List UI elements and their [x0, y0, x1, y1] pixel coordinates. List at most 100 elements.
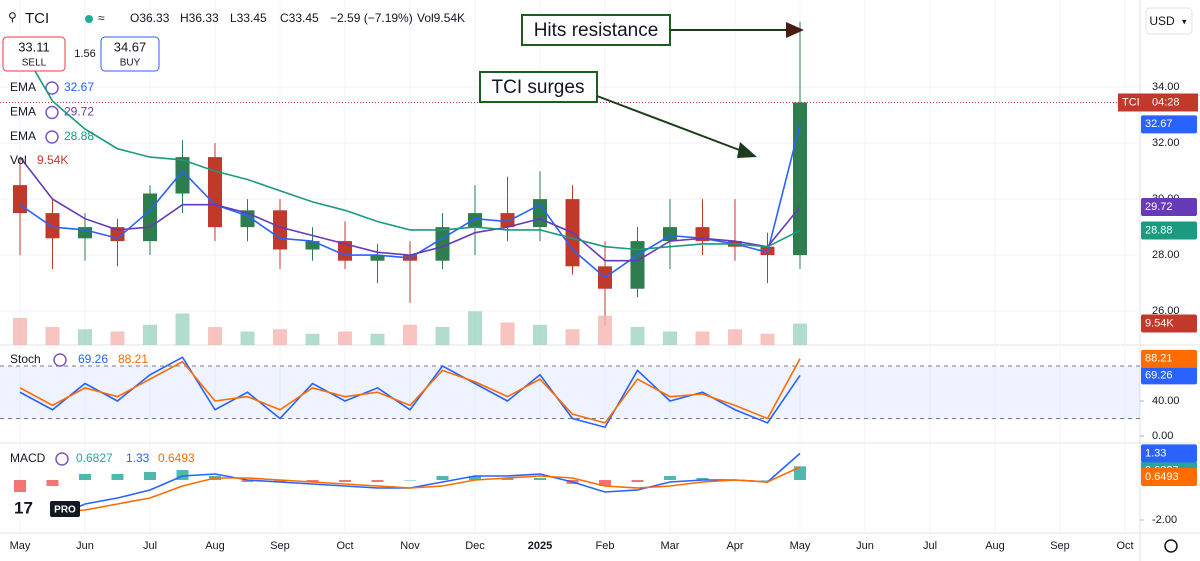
x-tick-label: Apr: [726, 540, 743, 552]
volume-bar: [208, 327, 222, 345]
annotation-box: [479, 71, 598, 103]
legend-name: MACD: [10, 451, 46, 465]
countdown-tag: [1118, 93, 1198, 112]
status-dot: [85, 15, 93, 23]
annotation: Hits resistance: [534, 20, 659, 41]
currency-button[interactable]: [1145, 7, 1193, 35]
histogram-bar: [501, 478, 514, 480]
ema-line: [19, 156, 801, 262]
countdown-symbol: TCI: [1122, 96, 1140, 108]
legend-value: 69.26: [78, 352, 108, 366]
volume-bar: [370, 333, 385, 345]
candle-body: [78, 227, 92, 239]
wave-icon: ≈: [98, 11, 105, 25]
x-tick-label: Jun: [856, 540, 874, 552]
candle-body: [305, 241, 320, 250]
volume-bar: [663, 331, 677, 345]
volume-bar: [793, 323, 807, 345]
candle-body: [273, 210, 287, 250]
histogram-bar: [241, 480, 254, 482]
sell-button[interactable]: [2, 36, 66, 72]
legend-icon: [53, 353, 67, 367]
sell-price: 33.11: [18, 39, 50, 54]
volume-bar: [435, 327, 450, 345]
legend-value: 88.21: [118, 352, 148, 366]
logo-mark: 17: [14, 498, 33, 517]
x-tick-label: Feb: [596, 540, 615, 552]
y-tick-label: 34.00: [1152, 81, 1180, 93]
volume-bar: [273, 329, 287, 345]
symbol: TCI: [25, 10, 49, 27]
legend-value: 1.33: [126, 451, 150, 465]
ohlc-close: C33.45: [280, 11, 319, 25]
buy-button[interactable]: [100, 36, 160, 72]
price-tag: [1141, 197, 1197, 216]
candle-body: [630, 241, 645, 289]
volume-bar: [403, 324, 417, 345]
histogram-bar: [371, 480, 384, 482]
legend-name: Vol: [10, 153, 27, 167]
spread: 1.56: [74, 48, 95, 60]
sell-label: SELL: [22, 58, 47, 69]
x-tick-label: Sep: [1050, 540, 1070, 552]
settings-icon[interactable]: [1164, 539, 1178, 553]
legend-name: EMA: [10, 105, 36, 119]
legend-value: 0.6827: [76, 451, 113, 465]
ohlc-low: L33.45: [230, 11, 267, 25]
y-tick-label: 32.00: [1152, 137, 1180, 149]
arrow-head: [786, 22, 804, 38]
ohlc-volume: Vol9.54K: [417, 11, 465, 25]
annotation-box: [521, 14, 671, 46]
x-tick-label: May: [10, 540, 31, 552]
volume-bar: [468, 311, 482, 345]
price-tag-label: 0.6493: [1145, 471, 1179, 483]
volume-bar: [565, 329, 580, 345]
x-tick-label: 2025: [528, 540, 552, 552]
arrow-head: [737, 142, 757, 158]
histogram-bar: [664, 476, 676, 480]
x-tick-label: Dec: [465, 540, 485, 552]
stoch-band-fill: [0, 366, 1140, 419]
x-tick-label: Jun: [76, 540, 94, 552]
price-tag-label: 9.54K: [1145, 317, 1174, 329]
histogram-bar: [79, 474, 91, 480]
candle-body: [500, 213, 515, 228]
x-tick-label: Jul: [923, 540, 937, 552]
candle-body: [533, 199, 547, 228]
x-tick-label: Oct: [1116, 540, 1133, 552]
histogram-bar: [696, 478, 709, 480]
price-tag-label: 28.88: [1145, 224, 1173, 236]
volume-bar: [500, 322, 515, 345]
annotation-arrow: [596, 95, 743, 152]
legend-icon: [45, 105, 59, 120]
buy-price: 34.67: [114, 39, 147, 54]
legend-name: EMA: [10, 80, 36, 94]
x-tick-label: Oct: [336, 540, 353, 552]
histogram-bar: [176, 470, 189, 480]
x-tick-label: Nov: [400, 540, 420, 552]
stoch-line: [19, 358, 801, 424]
legend-name: EMA: [10, 129, 36, 143]
histogram-bar: [46, 480, 59, 486]
candle-body: [143, 193, 157, 242]
legend-value: 9.54K: [37, 153, 68, 167]
x-tick-label: May: [790, 540, 811, 552]
volume-bar: [78, 329, 92, 345]
legend-value: 0.6493: [158, 451, 195, 465]
currency: USD: [1149, 14, 1175, 28]
histogram-bar: [599, 480, 611, 486]
y-tick-label: 40.00: [1152, 395, 1180, 407]
x-tick-label: Aug: [985, 540, 1005, 552]
x-tick-label: Mar: [661, 540, 680, 552]
price-tag-label: 69.26: [1145, 369, 1173, 381]
currency-caret: ▾: [1182, 16, 1187, 26]
y-tick-label: 26.00: [1152, 305, 1180, 317]
stoch-line: [19, 356, 801, 429]
price-tag-label: 88.21: [1145, 353, 1173, 365]
histogram-bar: [274, 480, 286, 482]
histogram-bar: [534, 478, 546, 480]
candle-body: [13, 185, 27, 214]
histogram-bar: [111, 474, 124, 480]
